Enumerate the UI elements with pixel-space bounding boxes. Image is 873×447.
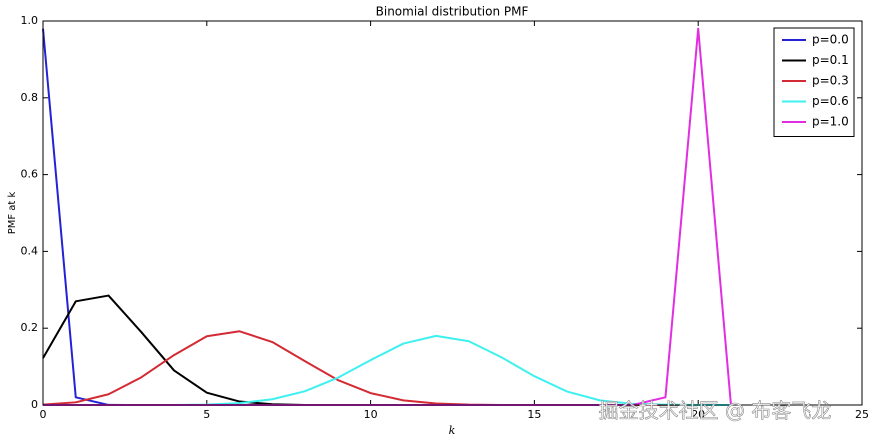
x-tick-label: 0 bbox=[40, 408, 47, 421]
legend-label: p=0.1 bbox=[812, 53, 849, 67]
x-axis-label: k bbox=[449, 424, 456, 437]
legend-label: p=0.3 bbox=[812, 74, 849, 88]
chart-title: Binomial distribution PMF bbox=[376, 5, 529, 19]
x-tick-label: 5 bbox=[203, 408, 210, 421]
x-tick-label: 25 bbox=[855, 408, 869, 421]
watermark: 掘金技术社区 @ 布客飞龙 bbox=[599, 399, 832, 423]
y-tick-label: 0.8 bbox=[21, 91, 39, 104]
x-tick-label: 10 bbox=[364, 408, 378, 421]
x-tick-label: 15 bbox=[527, 408, 541, 421]
y-tick-label: 0.4 bbox=[21, 244, 39, 257]
y-axis-label: PMF at k bbox=[7, 191, 18, 234]
plot-frame bbox=[42, 20, 863, 406]
legend-label: p=0.6 bbox=[812, 94, 849, 108]
legend-label: p=1.0 bbox=[812, 115, 849, 129]
legend-box bbox=[773, 27, 855, 137]
legend-label: p=0.0 bbox=[812, 33, 849, 47]
y-tick-label: 1.0 bbox=[21, 14, 39, 27]
y-tick-label: 0.6 bbox=[21, 168, 39, 181]
x-tick-label: 20 bbox=[691, 408, 705, 421]
y-tick-label: 0.2 bbox=[21, 321, 39, 334]
y-tick-label: 0 bbox=[31, 398, 38, 411]
